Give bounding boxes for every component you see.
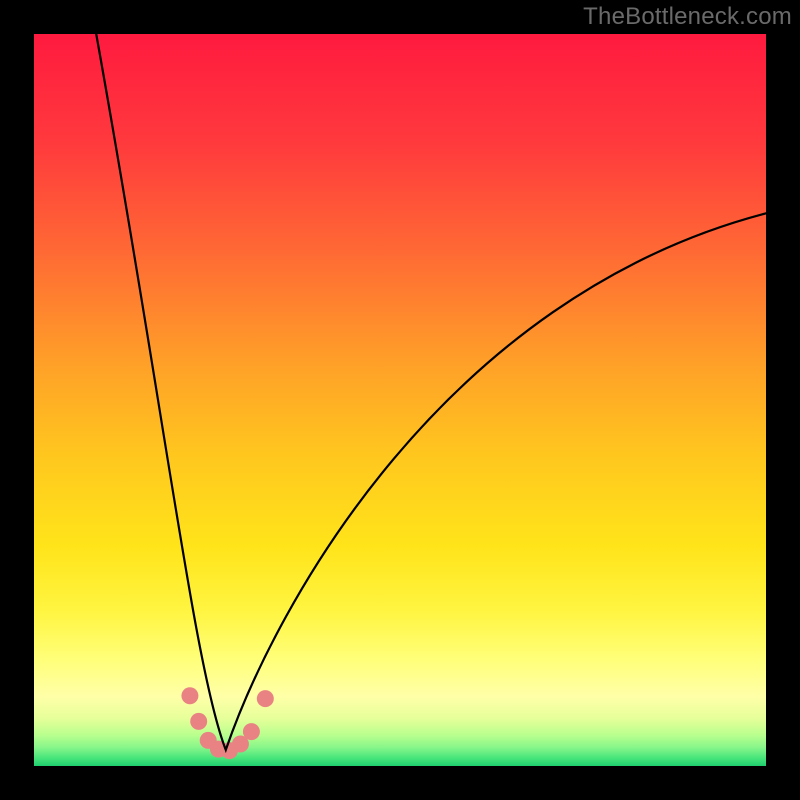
- marker-point: [243, 723, 260, 740]
- marker-point: [190, 713, 207, 730]
- marker-point: [257, 690, 274, 707]
- marker-point: [181, 687, 198, 704]
- chart-root: TheBottleneck.com: [0, 0, 800, 800]
- watermark-text: TheBottleneck.com: [583, 3, 792, 31]
- gradient-plot-area: [34, 34, 766, 766]
- chart-canvas: [0, 0, 800, 800]
